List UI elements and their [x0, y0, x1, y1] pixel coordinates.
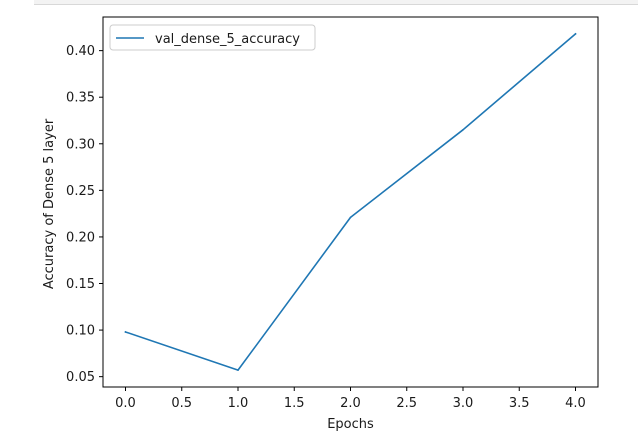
- y-tick-label: 0.10: [66, 324, 95, 339]
- x-tick-label: 3.0: [453, 396, 474, 411]
- y-tick-label: 0.15: [66, 277, 95, 292]
- x-tick-label: 1.0: [228, 396, 249, 411]
- y-tick-label: 0.05: [66, 370, 95, 385]
- x-tick-label: 1.5: [284, 396, 305, 411]
- y-tick-label: 0.25: [66, 184, 95, 199]
- legend-box: [109, 24, 316, 51]
- y-tick-label: 0.30: [66, 137, 95, 152]
- legend-label: val_dense_5_accuracy: [155, 32, 300, 47]
- x-tick-label: 3.5: [509, 396, 530, 411]
- y-tick-label: 0.35: [66, 91, 95, 106]
- series-line: [124, 32, 577, 371]
- axes-frame: [102, 16, 599, 388]
- plot-area: [102, 16, 599, 388]
- data-point: [574, 33, 577, 35]
- x-tick-label: 0.5: [171, 396, 192, 411]
- legend: val_dense_5_accuracy: [109, 24, 316, 51]
- x-tick-label: 2.5: [396, 396, 417, 411]
- x-tick-label: 4.0: [565, 396, 586, 411]
- data-point: [237, 369, 239, 371]
- y-axis-label: Accuracy of Dense 5 layer: [42, 118, 57, 289]
- x-axis: 0.0 0.5 1.0 1.5 2.0 2.5 3.0 3.5 4.0: [115, 387, 586, 411]
- x-axis-label: Epochs: [327, 417, 374, 432]
- x-tick-label: 0.0: [115, 396, 136, 411]
- window-top-strip: [34, 0, 638, 5]
- y-axis: 0.05 0.10 0.15 0.20 0.25 0.30 0.35 0.40: [66, 44, 103, 385]
- data-point: [124, 331, 127, 333]
- y-tick-label: 0.40: [66, 44, 95, 59]
- data-point: [462, 129, 464, 131]
- data-point: [349, 216, 352, 219]
- y-tick-label: 0.20: [66, 230, 95, 245]
- x-tick-label: 2.0: [340, 396, 361, 411]
